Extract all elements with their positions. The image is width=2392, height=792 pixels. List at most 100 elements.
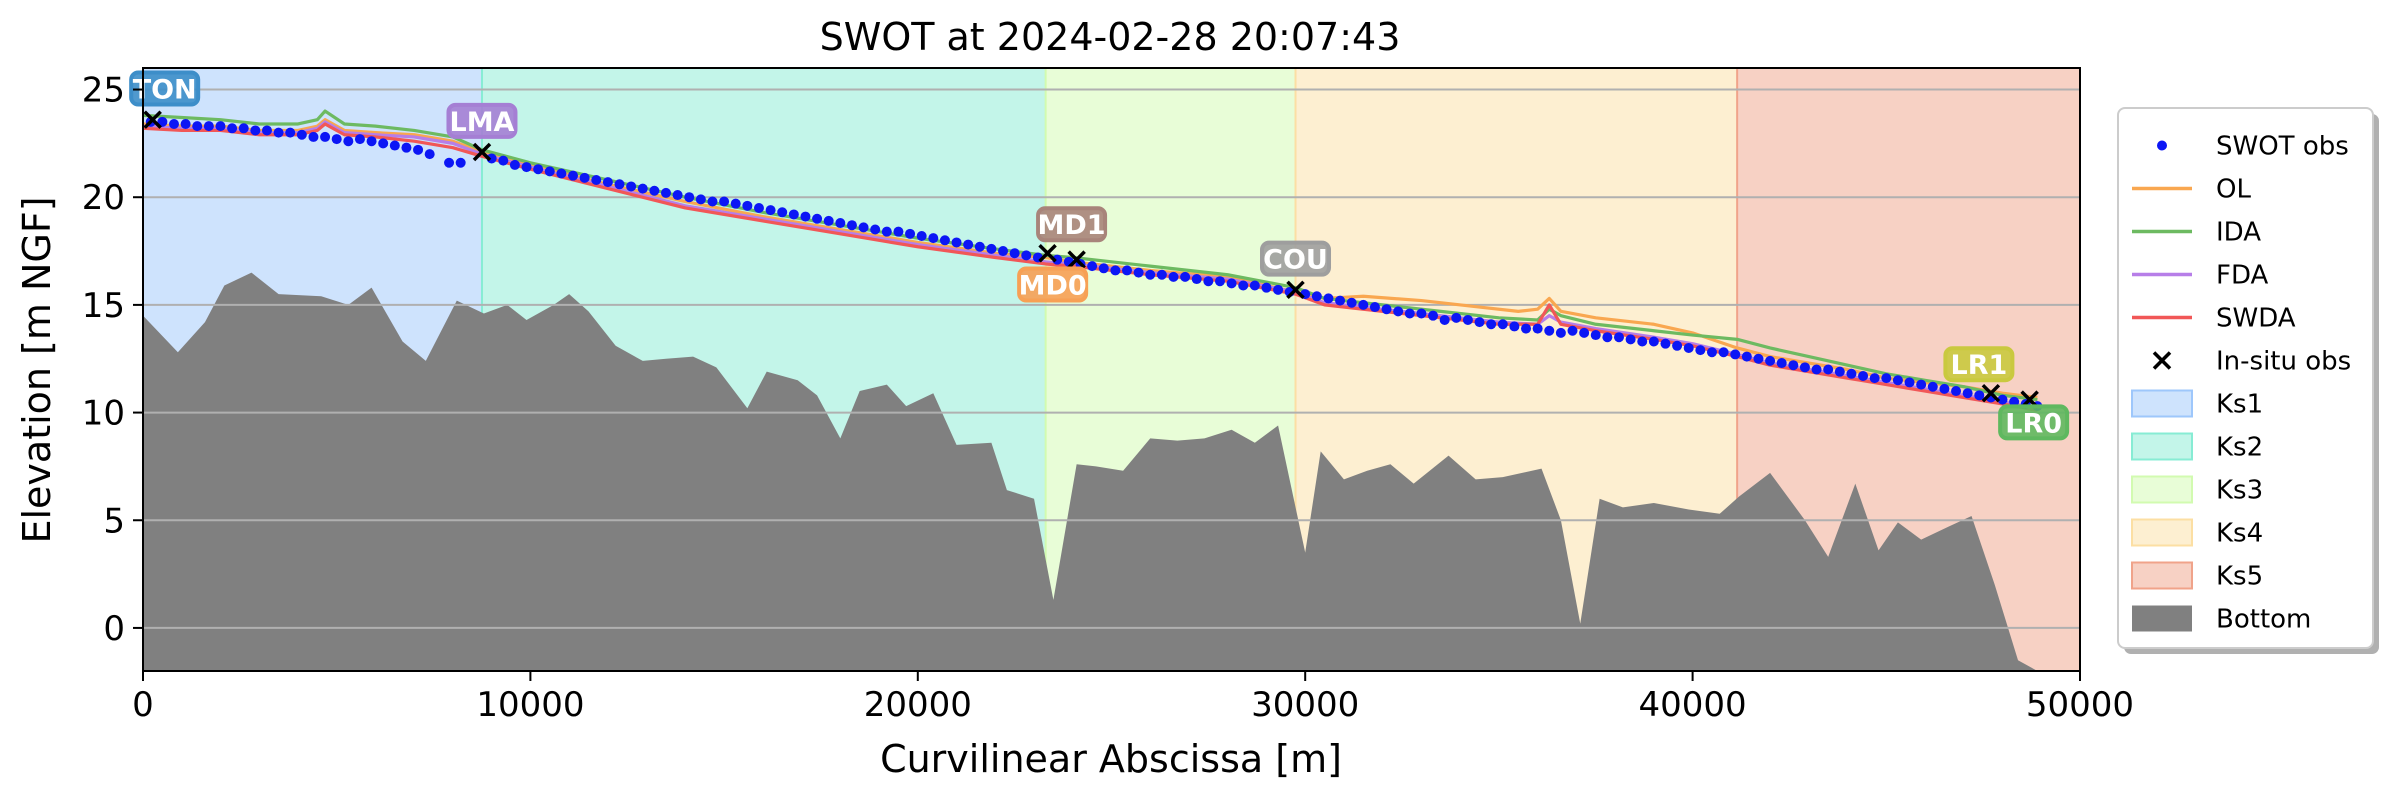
swot-obs-point	[823, 215, 834, 226]
swot-obs-point	[331, 134, 342, 145]
legend-bottom-swatch	[2132, 605, 2192, 632]
swot-obs-point	[1904, 377, 1915, 388]
swot-obs-point	[1509, 321, 1520, 332]
swot-obs-point	[986, 243, 997, 254]
swot-obs-point	[498, 155, 509, 166]
swot-obs-point	[1021, 250, 1032, 261]
in-situ-marker-cou	[1286, 280, 1305, 300]
swot-obs-point	[1823, 364, 1834, 375]
legend-label: Ks3	[2216, 476, 2263, 506]
legend-label: SWOT obs	[2216, 132, 2349, 162]
swot-obs-point	[893, 226, 904, 237]
swot-obs-point	[1404, 308, 1415, 319]
swot-obs-point	[1567, 325, 1578, 336]
swot-obs-point	[1486, 319, 1497, 330]
legend-zone-swatch	[2131, 475, 2193, 504]
y-tick-label: 5	[103, 501, 125, 541]
swot-obs-point	[389, 140, 400, 151]
swot-obs-point	[730, 198, 741, 209]
legend-zone-swatch	[2131, 389, 2193, 418]
y-tick-label: 10	[82, 394, 125, 434]
swot-obs-point	[870, 224, 881, 235]
swot-obs-point	[1962, 388, 1973, 399]
swot-obs-point	[1672, 340, 1683, 351]
legend-zone-swatch	[2131, 432, 2193, 461]
swot-obs-point	[1939, 383, 1950, 394]
plot-frame	[142, 67, 2081, 672]
station-label-box-lr0	[1998, 404, 2070, 441]
swot-obs-point	[998, 246, 1009, 257]
swot-obs-point	[637, 183, 648, 194]
swot-obs-point	[486, 153, 497, 164]
swot-obs-point	[1497, 319, 1508, 330]
swot-obs-point	[1381, 304, 1392, 315]
legend-frame	[2117, 107, 2374, 649]
legend-label: In-situ obs	[2216, 347, 2351, 377]
swot-obs-point	[835, 218, 846, 229]
legend-label: Bottom	[2216, 605, 2311, 635]
swot-obs-point	[614, 179, 625, 190]
swot-obs-point	[1602, 332, 1613, 343]
x-tick-label: 50000	[2026, 685, 2134, 725]
x-tick-label: 20000	[864, 685, 972, 725]
y-axis-label: Elevation [m NGF]	[15, 196, 59, 543]
swot-obs-point	[1145, 269, 1156, 280]
swot-obs-point	[401, 142, 412, 153]
legend-item: FDA	[2132, 261, 2269, 291]
swot-obs-point	[296, 129, 307, 140]
swot-obs-point	[568, 170, 579, 181]
legend-label: Ks2	[2216, 433, 2263, 463]
swot-obs-point	[1858, 370, 1869, 381]
swot-obs-point	[858, 222, 869, 233]
x-axis-ticks: 0 10000 20000 30000 40000 50000	[132, 671, 2134, 725]
in-situ-marker-md0	[1067, 250, 1086, 269]
in-situ-marker-lma	[472, 142, 492, 162]
swot-obs-point	[1881, 373, 1892, 384]
legend-label: Ks5	[2216, 562, 2263, 592]
swot-obs-point	[1788, 360, 1799, 371]
swot-obs-point	[1121, 265, 1132, 276]
swot-obs-point	[1261, 282, 1272, 293]
swot-obs-point	[1834, 366, 1845, 377]
station-label-lma: LMA	[449, 107, 514, 138]
bottom-area	[143, 272, 2080, 671]
swot-obs-point	[1625, 334, 1636, 345]
swot-obs-point	[1133, 267, 1144, 278]
swot-obs-point	[168, 118, 179, 129]
swot-obs-point	[881, 226, 892, 237]
swot-obs-point	[227, 123, 238, 134]
legend-item: IDA	[2132, 218, 2261, 248]
swot-obs-point	[1238, 280, 1249, 291]
legend-label: Ks4	[2216, 519, 2263, 549]
y-tick-label: 15	[82, 286, 125, 326]
swot-obs-point	[1369, 302, 1380, 313]
swot-obs-point	[1811, 364, 1822, 375]
station-label-lr0: LR0	[2005, 408, 2062, 439]
in-situ-marker-lr1	[1981, 383, 2001, 403]
swot-obs-point	[250, 125, 261, 136]
swot-obs-point	[916, 230, 927, 241]
legend-zone-swatch	[2131, 561, 2193, 590]
swot-obs-point	[1648, 336, 1659, 347]
legend-label: IDA	[2216, 218, 2261, 248]
swot-obs-point	[455, 157, 466, 168]
swot-obs-point	[684, 192, 695, 203]
legend-item: Ks2	[2131, 432, 2263, 463]
swot-obs-point	[1579, 327, 1590, 338]
y-tick-label: 25	[82, 71, 125, 111]
station-label-box-md0	[1017, 266, 1089, 303]
swot-obs-point	[765, 205, 776, 216]
swot-obs-point	[1753, 353, 1764, 364]
swot-obs-point	[509, 159, 520, 170]
swot-obs-point	[800, 211, 811, 222]
swot-obs-point	[444, 157, 455, 168]
legend-item: Ks5	[2131, 561, 2263, 592]
swot-obs-point	[1799, 362, 1810, 373]
swot-obs-point	[928, 233, 939, 244]
swot-obs-point	[1683, 342, 1694, 353]
swot-obs-point	[285, 127, 296, 138]
river-bottom-area	[143, 272, 2080, 671]
legend: SWOT obs OL IDA FDA SWDA In-situ obs Ks1 Ks2 Ks3…	[2117, 107, 2379, 654]
